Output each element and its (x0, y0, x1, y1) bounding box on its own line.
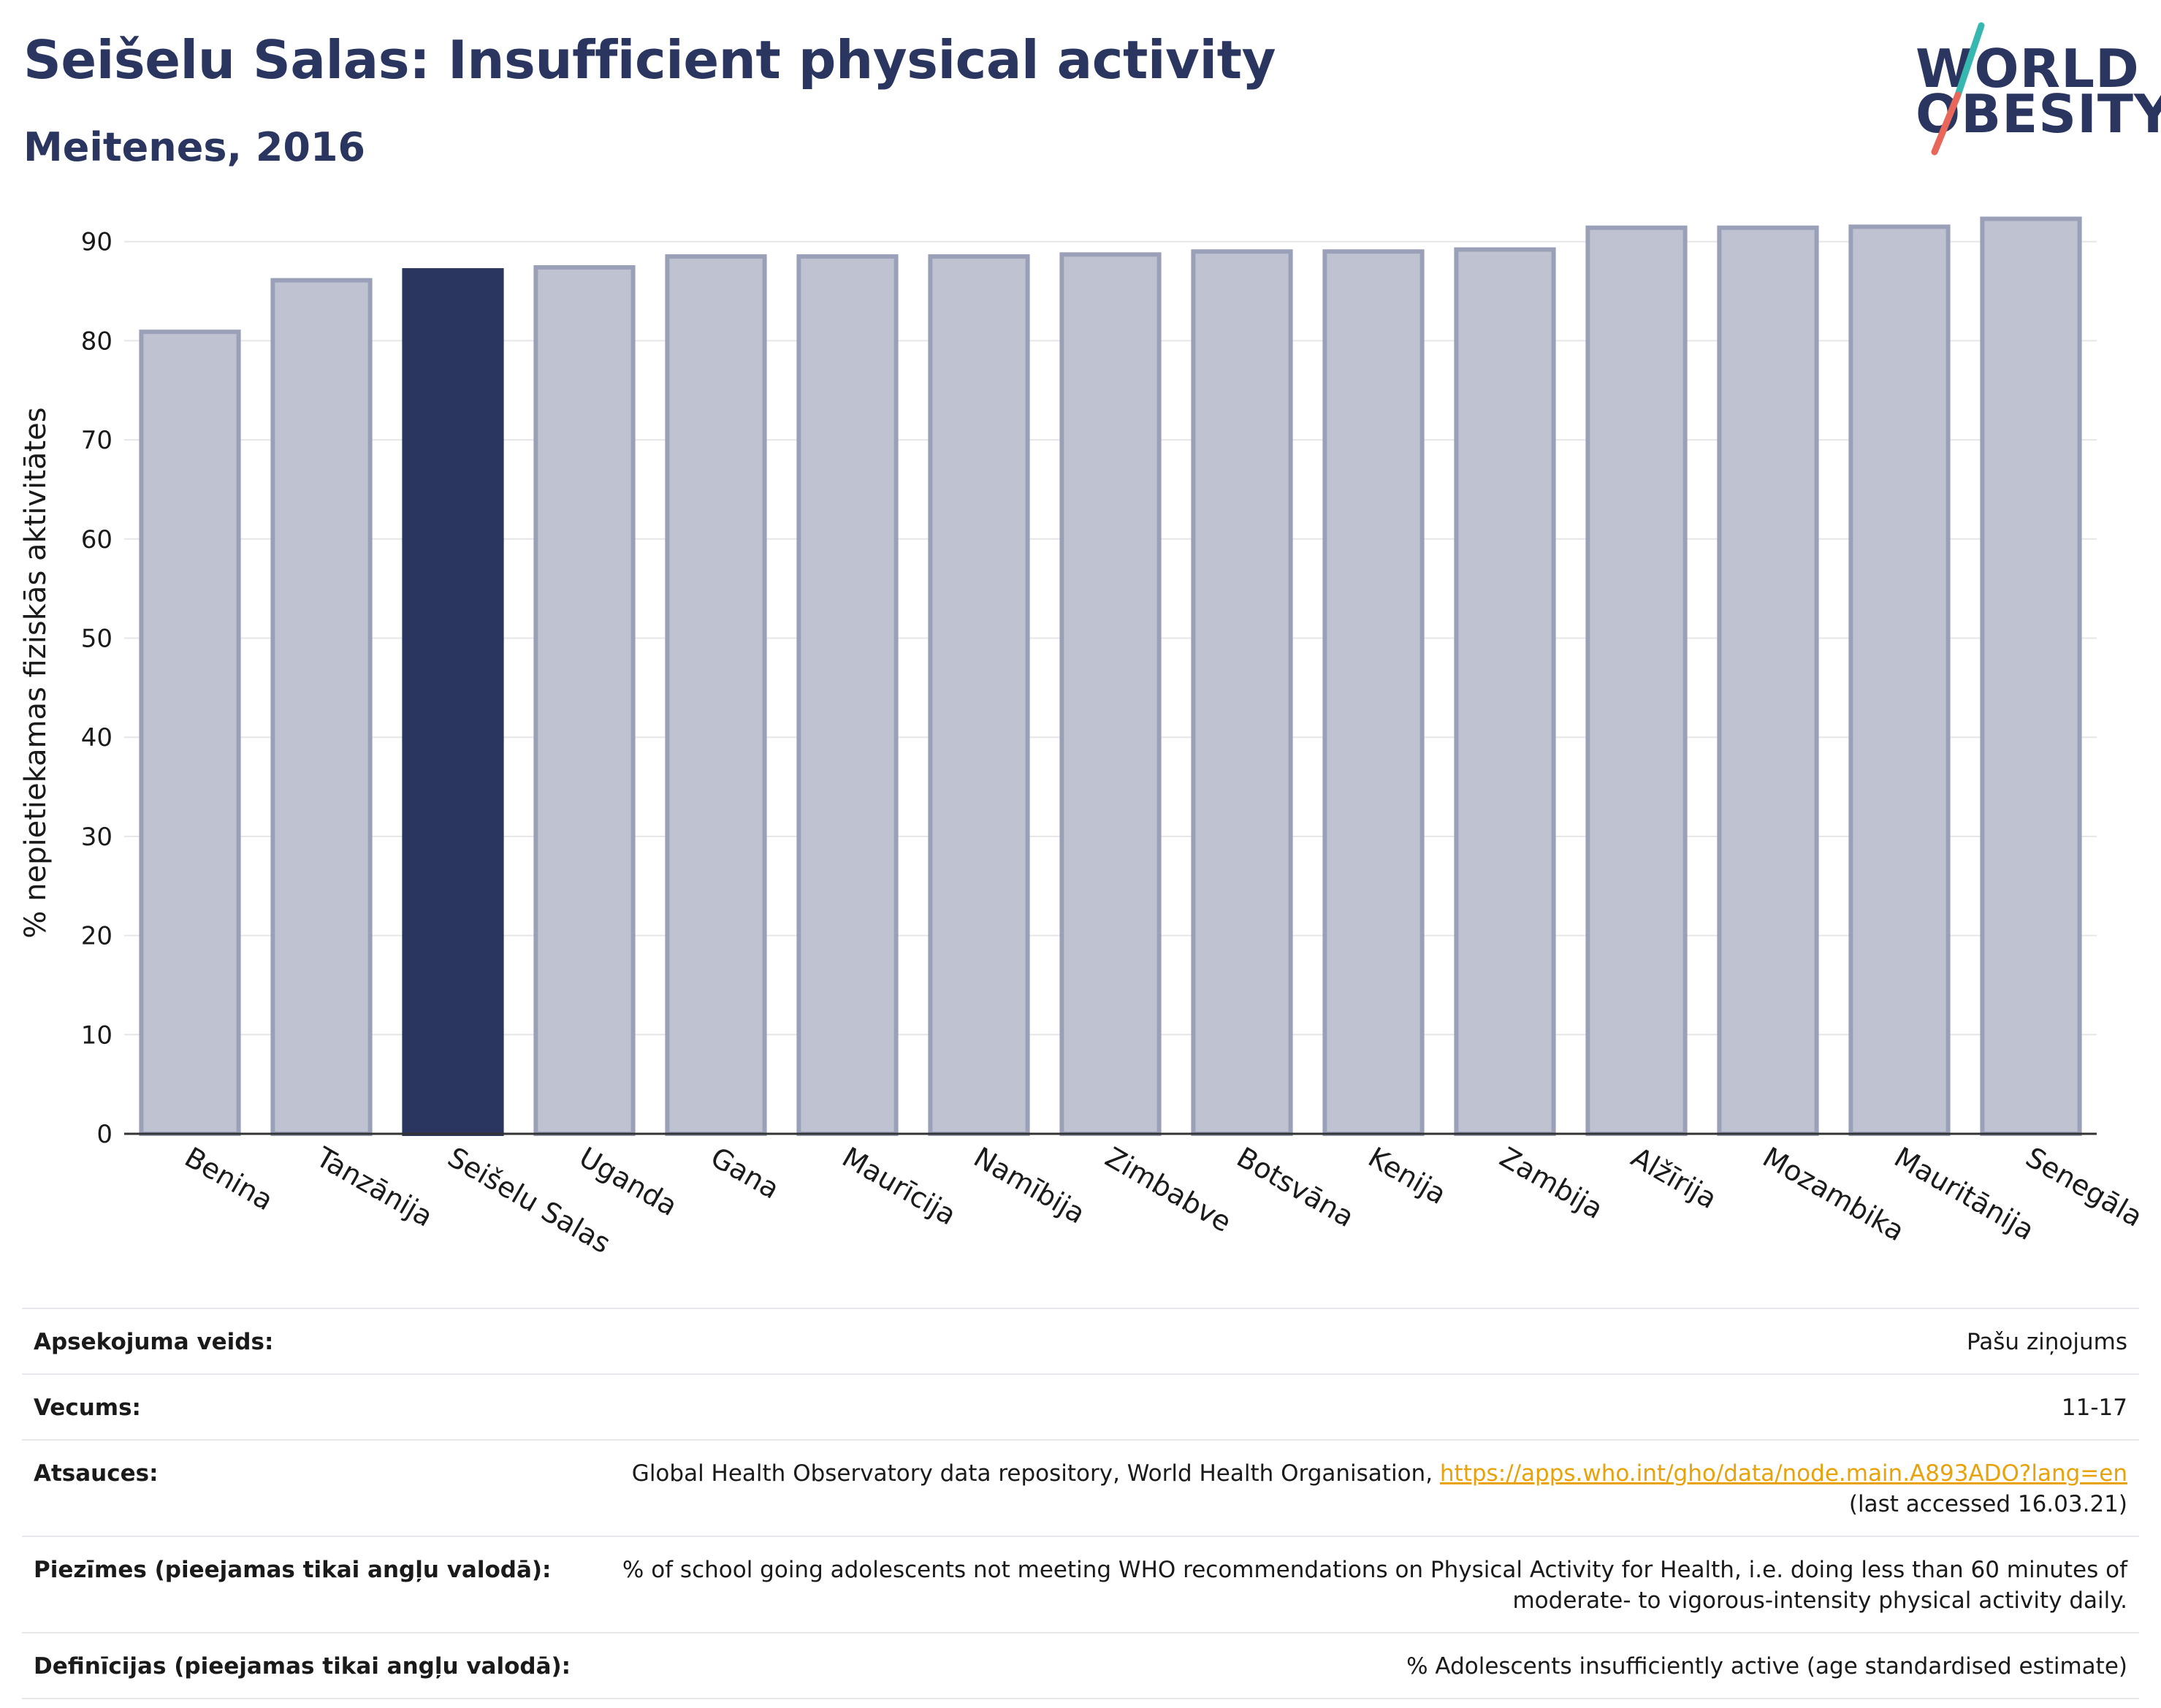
logo-text-line1: WORLD (1916, 38, 2140, 99)
x-tick-label: Gana (706, 1141, 785, 1205)
meta-row-age: Vecums: 11-17 (22, 1373, 2139, 1439)
x-tick-label: Namībija (969, 1141, 1091, 1230)
meta-row-references: Atsauces: Global Health Observatory data… (22, 1439, 2139, 1536)
meta-value: 11-17 (2061, 1395, 2127, 1421)
x-tick-label: Tanzānija (310, 1140, 438, 1233)
bar (1980, 216, 2082, 1137)
y-tick-label: 50 (81, 625, 113, 654)
page-title: Seišelu Salas: Insufficient physical act… (23, 29, 1276, 91)
x-tick-label: Zimbabve (1100, 1141, 1237, 1239)
logo-slash-icon (1931, 22, 1985, 156)
metadata-table: Apsekojuma veids: Pašu ziņojums Vecums: … (22, 1308, 2139, 1699)
meta-value: % Adolescents insufficiently active (age… (1406, 1653, 2127, 1680)
bar (1848, 224, 1951, 1136)
bar (1585, 225, 1688, 1137)
y-tick-label: 70 (81, 426, 113, 455)
page-subtitle: Meitenes, 2016 (23, 124, 366, 170)
y-tick-label: 0 (96, 1120, 113, 1149)
bar (270, 278, 373, 1137)
bar (1191, 249, 1293, 1137)
y-tick-label: 30 (81, 823, 113, 852)
reference-link[interactable]: https://apps.who.int/gho/data/node.main.… (1439, 1460, 2127, 1487)
meta-value: % of school going adolescents not meetin… (622, 1557, 2127, 1614)
meta-label: Vecums: (34, 1395, 141, 1421)
x-tick-label: Botsvāna (1232, 1141, 1360, 1234)
meta-value: Global Health Observatory data repositor… (632, 1458, 2127, 1520)
bar (796, 254, 899, 1136)
x-tick-label: Benina (180, 1141, 279, 1217)
world-obesity-logo: WORLD OBESITY (1899, 22, 2161, 161)
bar (139, 329, 241, 1137)
y-tick-label: 80 (81, 327, 113, 356)
meta-row-notes: Piezīmes (pieejamas tikai angļu valodā):… (22, 1536, 2139, 1632)
reference-text: Global Health Observatory data repositor… (631, 1460, 1440, 1487)
x-tick-label: Mauritānija (1889, 1141, 2040, 1247)
reference-accessed: (last accessed 16.03.21) (1848, 1491, 2127, 1517)
meta-label: Definīcijas (pieejamas tikai angļu valod… (34, 1653, 571, 1680)
bar (928, 254, 1030, 1136)
x-tick-label: Uganda (574, 1141, 683, 1222)
bar (533, 264, 636, 1136)
meta-value: Pašu ziņojums (1966, 1329, 2127, 1355)
y-tick-label: 40 (81, 723, 113, 752)
meta-label: Piezīmes (pieejamas tikai angļu valodā): (34, 1557, 552, 1583)
meta-row-definitions: Definīcijas (pieejamas tikai angļu valod… (22, 1632, 2139, 1699)
bar (402, 268, 504, 1136)
y-tick-label: 10 (81, 1021, 113, 1050)
meta-label: Apsekojuma veids: (34, 1329, 274, 1355)
bar (1059, 252, 1162, 1136)
bar (1454, 247, 1556, 1137)
bar (1717, 225, 1819, 1137)
x-tick-label: Maurīcija (837, 1141, 962, 1232)
bar (1322, 249, 1425, 1137)
x-tick-label: Mozambika (1758, 1141, 1910, 1248)
y-tick-label: 20 (81, 922, 113, 951)
y-tick-label: 60 (81, 525, 113, 554)
bars (139, 216, 2082, 1137)
bar (665, 254, 767, 1136)
y-axis-label: % nepietiekamas fiziskās aktivitātes (19, 407, 53, 938)
x-tick-label: Alžīrija (1626, 1141, 1723, 1216)
meta-label: Atsauces: (34, 1460, 159, 1487)
y-tick-label: 90 (81, 228, 113, 257)
x-tick-label: Zambija (1495, 1141, 1609, 1226)
x-tick-label: Kenija (1363, 1141, 1452, 1211)
x-tick-label: Senegāla (2021, 1141, 2149, 1233)
meta-row-survey-type: Apsekojuma veids: Pašu ziņojums (22, 1308, 2139, 1373)
y-axis-ticks: 0 10 20 30 40 50 60 70 80 90 (81, 228, 113, 1149)
